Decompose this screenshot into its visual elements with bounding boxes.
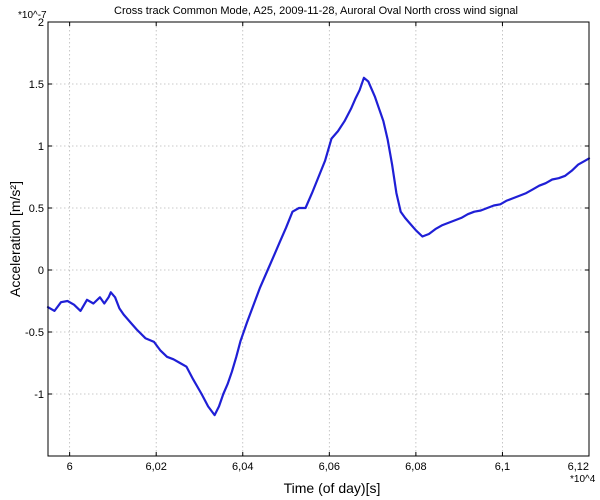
series-line-0 — [46, 76, 591, 417]
y-tick-label: -0.5 — [25, 327, 44, 339]
y-tick-label: -1 — [34, 389, 44, 401]
y-tick-label: 2 — [38, 17, 44, 29]
y-multiplier-label: *10^-7 — [18, 10, 47, 21]
y-tick-label: 0 — [38, 265, 44, 277]
x-axis-ticks: 6 6,02 6,04 6,06 6,08 6,1 6,12 — [67, 22, 590, 473]
x-tick-label: 6,08 — [405, 461, 426, 473]
y-axis-ticks: 2 1.5 1 0.5 0 -0.5 -1 — [25, 17, 589, 401]
grid-lines — [48, 21, 590, 456]
plot-frame — [47, 21, 590, 457]
x-tick-label: 6,1 — [495, 461, 510, 473]
x-axis-label: Time (of day)[s] — [284, 480, 381, 496]
y-tick-label: 1 — [38, 141, 44, 153]
x-tick-label: 6 — [67, 461, 73, 473]
x-tick-label: 6,02 — [145, 461, 166, 473]
y-tick-label: 0.5 — [29, 203, 44, 215]
x-tick-label: 6,06 — [319, 461, 340, 473]
y-axis-label: Acceleration [m/s²] — [7, 181, 23, 297]
x-tick-label: 6,12 — [568, 461, 589, 473]
series-layer — [46, 76, 591, 417]
x-multiplier-label: *10^4 — [570, 474, 596, 485]
x-tick-label: 6,04 — [232, 461, 253, 473]
y-tick-label: 1.5 — [29, 79, 44, 91]
chart-title: Cross track Common Mode, A25, 2009-11-28… — [114, 5, 518, 17]
